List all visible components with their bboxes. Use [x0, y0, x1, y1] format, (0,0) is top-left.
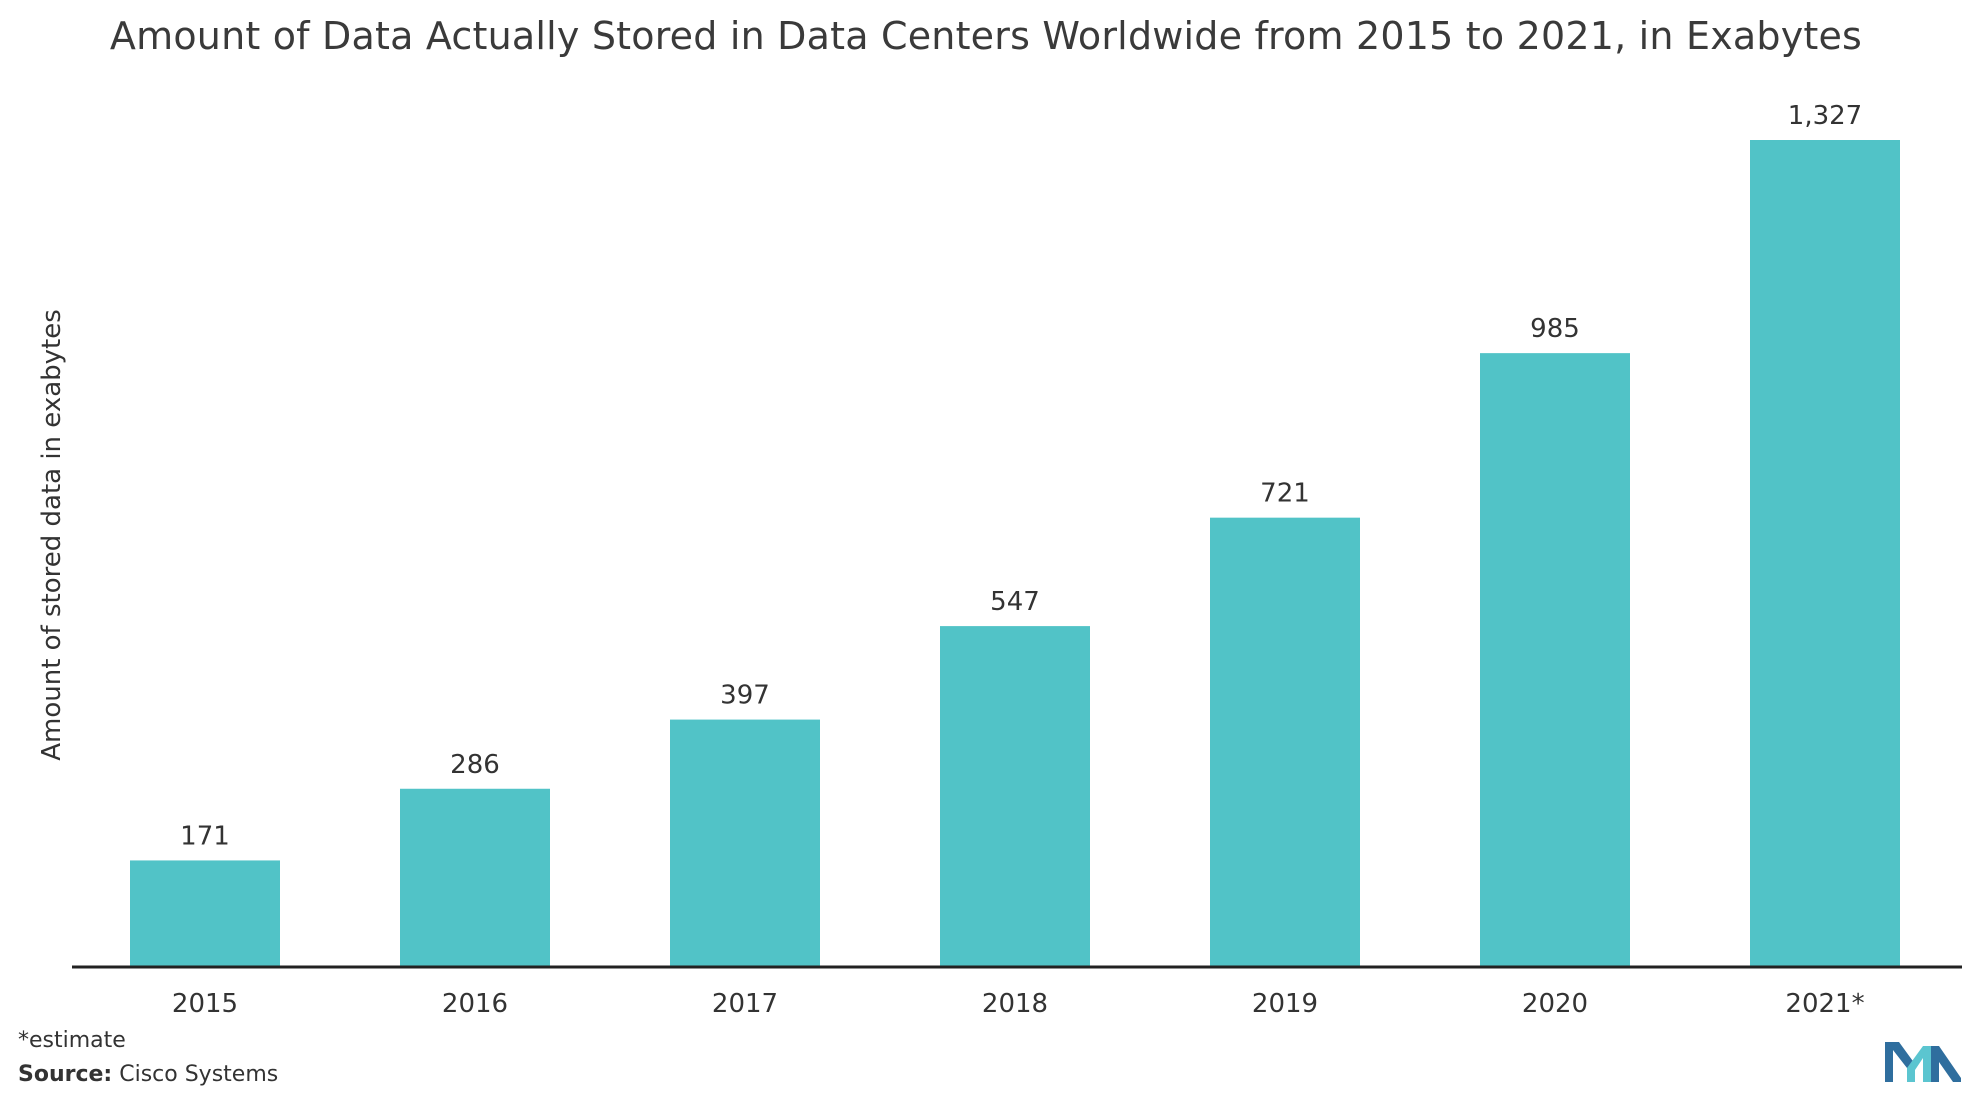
- bar-2016: [400, 788, 550, 967]
- bar-2020: [1480, 353, 1630, 967]
- x-tick-label-2019: 2019: [1252, 989, 1318, 1019]
- bar-2018: [940, 626, 1090, 967]
- x-tick-label-2020: 2020: [1522, 989, 1588, 1019]
- data-label-2020: 985: [1530, 314, 1580, 344]
- source-text: Cisco Systems: [112, 1062, 279, 1087]
- data-label-2016: 286: [450, 750, 500, 780]
- data-label-2021*: 1,327: [1788, 101, 1862, 131]
- data-label-2019: 721: [1260, 479, 1310, 509]
- logo-shape-middle: [1907, 1046, 1931, 1082]
- logo-shape-right: [1931, 1046, 1961, 1082]
- bar-2019: [1210, 517, 1360, 967]
- footnote: *estimate: [18, 1028, 126, 1053]
- source-note: Source: Cisco Systems: [18, 1062, 278, 1087]
- x-tick-label-2017: 2017: [712, 989, 778, 1019]
- data-label-2017: 397: [720, 681, 770, 711]
- bar-2017: [670, 719, 820, 967]
- bar-2015: [130, 860, 280, 967]
- x-tick-label-2016: 2016: [442, 989, 508, 1019]
- bar-2021*: [1750, 140, 1900, 967]
- brand-logo-icon: [1885, 1042, 1961, 1082]
- x-tick-label-2018: 2018: [982, 989, 1048, 1019]
- chart-title: Amount of Data Actually Stored in Data C…: [109, 14, 1863, 58]
- x-tick-label-2015: 2015: [172, 989, 238, 1019]
- x-tick-label-2021*: 2021*: [1785, 989, 1864, 1019]
- data-label-2015: 171: [180, 821, 230, 851]
- data-label-2018: 547: [990, 587, 1040, 617]
- source-label: Source:: [18, 1062, 113, 1087]
